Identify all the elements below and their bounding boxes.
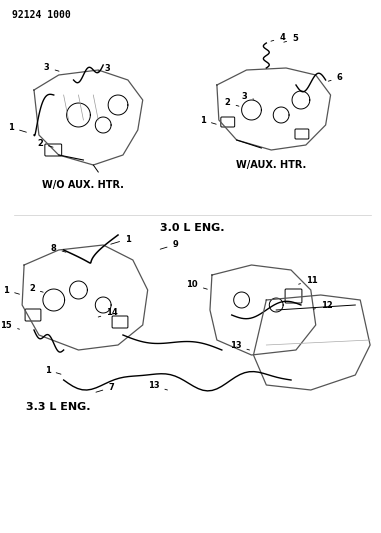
FancyBboxPatch shape — [221, 117, 235, 127]
Text: 13: 13 — [148, 381, 168, 390]
Text: W/O AUX. HTR.: W/O AUX. HTR. — [42, 180, 124, 190]
Text: 13: 13 — [230, 341, 250, 350]
Text: 1: 1 — [45, 366, 61, 375]
FancyBboxPatch shape — [285, 289, 302, 303]
Text: 10: 10 — [186, 280, 207, 289]
Text: 2: 2 — [29, 284, 43, 293]
Text: 12: 12 — [314, 301, 333, 310]
Text: 7: 7 — [96, 383, 114, 392]
Text: 14: 14 — [98, 308, 118, 317]
Text: 2: 2 — [37, 139, 53, 148]
Text: 3.3 L ENG.: 3.3 L ENG. — [26, 402, 91, 412]
Text: 1: 1 — [200, 116, 216, 125]
Text: 3: 3 — [242, 92, 254, 101]
Text: 2: 2 — [225, 98, 239, 107]
FancyBboxPatch shape — [295, 129, 309, 139]
Text: 3: 3 — [98, 64, 110, 73]
Text: 1: 1 — [111, 235, 131, 244]
Text: 9: 9 — [160, 240, 178, 249]
Text: 11: 11 — [299, 276, 318, 285]
Text: 4: 4 — [271, 33, 285, 42]
Text: 3.0 L ENG.: 3.0 L ENG. — [160, 223, 224, 233]
FancyBboxPatch shape — [45, 144, 62, 156]
FancyBboxPatch shape — [112, 316, 128, 328]
Text: 6: 6 — [328, 74, 343, 82]
Text: 3: 3 — [44, 63, 59, 72]
Text: 5: 5 — [284, 34, 298, 43]
Text: 8: 8 — [51, 244, 66, 253]
Text: 15: 15 — [0, 321, 19, 330]
Text: 92124 1000: 92124 1000 — [12, 10, 71, 20]
FancyBboxPatch shape — [25, 309, 41, 321]
Text: 1: 1 — [8, 123, 26, 132]
Text: W/AUX. HTR.: W/AUX. HTR. — [236, 160, 306, 170]
Text: 1: 1 — [3, 286, 19, 295]
